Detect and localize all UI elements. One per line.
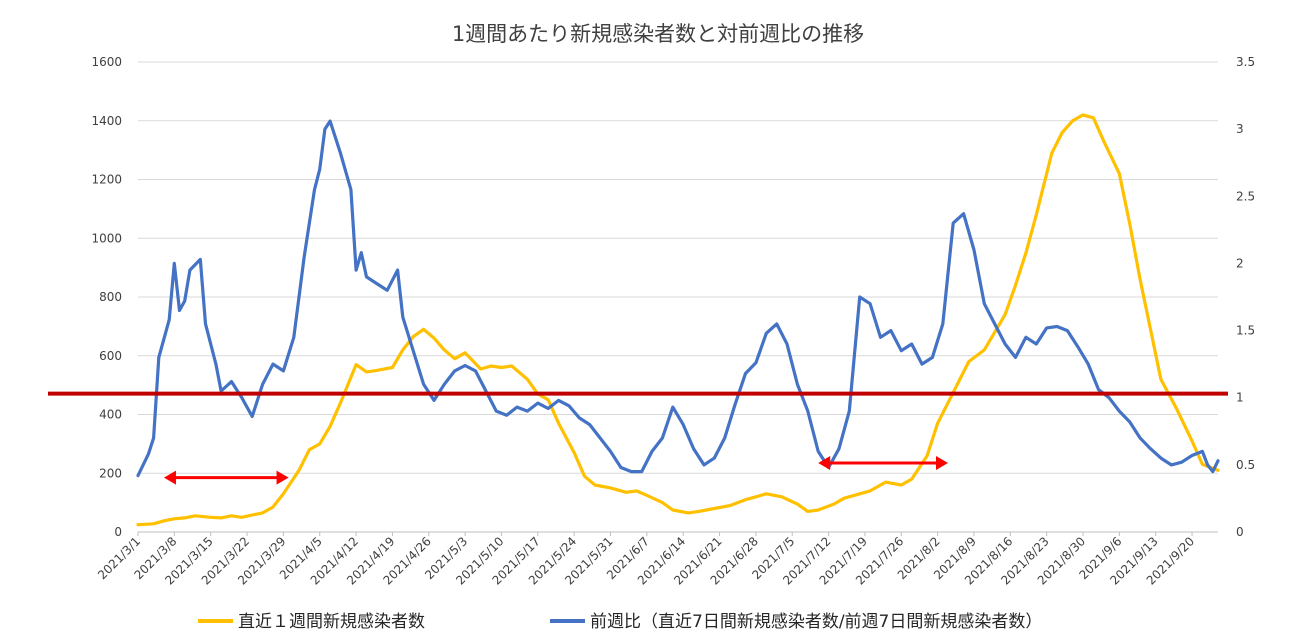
right-tick-label: 3.5 (1236, 55, 1255, 69)
left-tick-label: 1000 (91, 231, 122, 245)
left-tick-label: 1600 (91, 55, 122, 69)
left-axis-ticks: 0 200 400 600 800 1000 1200 1400 1600 (91, 55, 122, 539)
left-tick-label: 800 (99, 290, 122, 304)
left-tick-label: 600 (99, 349, 122, 363)
legend: 直近１週間新規感染者数 前週比（直近7日間新規感染者数/前週7日間新規感染者数） (198, 612, 1042, 632)
double-arrow-0 (163, 470, 289, 485)
x-axis-ticks: 2021/3/12021/3/82021/3/152021/3/222021/3… (95, 532, 1197, 588)
double-arrow-1 (818, 455, 948, 470)
gridlines (138, 61, 1218, 474)
series-line-1 (136, 119, 1220, 478)
right-tick-label: 1 (1236, 391, 1244, 405)
chart-title: 1週間あたり新規感染者数と対前週比の推移 (452, 22, 864, 46)
legend-label-0: 直近１週間新規感染者数 (238, 612, 425, 632)
series-line-0 (136, 113, 1220, 527)
series-lines (136, 113, 1220, 527)
left-tick-label: 0 (114, 525, 122, 539)
right-tick-label: 0 (1236, 525, 1244, 539)
left-tick-label: 200 (99, 466, 122, 480)
legend-label-1: 前週比（直近7日間新規感染者数/前週7日間新規感染者数） (590, 612, 1042, 632)
right-tick-label: 0.5 (1236, 458, 1255, 472)
left-tick-label: 400 (99, 408, 122, 422)
left-tick-label: 1200 (91, 173, 122, 187)
right-axis-ticks: 0 0.5 1 1.5 2 2.5 3 3.5 (1236, 55, 1255, 539)
right-tick-label: 2.5 (1236, 189, 1255, 203)
left-tick-label: 1400 (91, 114, 122, 128)
annotation-arrows (163, 455, 948, 485)
right-tick-label: 2 (1236, 256, 1244, 270)
right-tick-label: 3 (1236, 122, 1244, 136)
right-tick-label: 1.5 (1236, 324, 1255, 338)
